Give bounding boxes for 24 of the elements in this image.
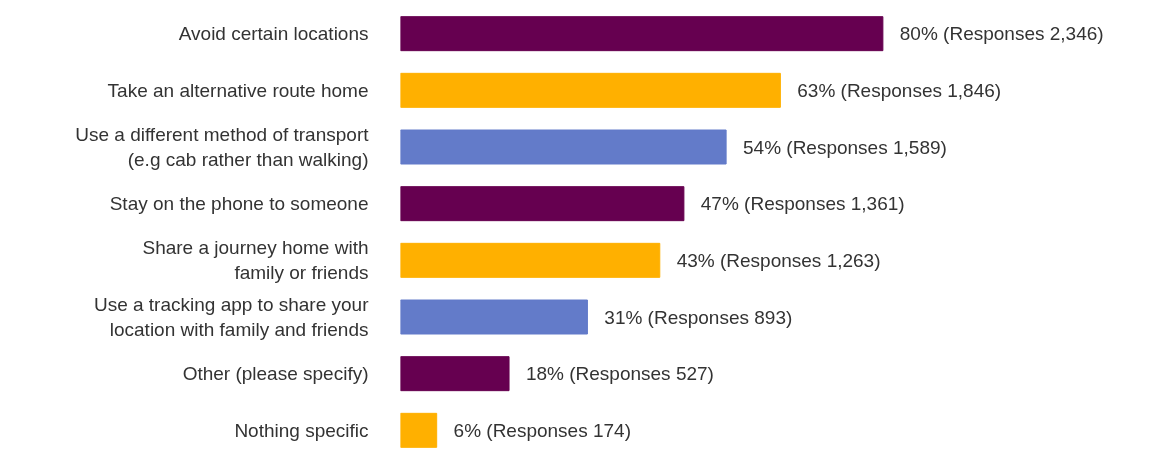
- y-tick-label: Nothing specific: [234, 419, 369, 441]
- y-tick-label: Stay on the phone to someone: [109, 193, 369, 215]
- bar: [400, 16, 884, 52]
- y-tick-label: Share a journey home with family or friends: [142, 237, 369, 284]
- bar: [400, 72, 781, 108]
- data-label: 18% (Responses 527): [525, 363, 714, 385]
- data-label: 63% (Responses 1,846): [797, 79, 1002, 101]
- bar: [400, 186, 685, 222]
- bar: [400, 242, 661, 278]
- data-label: 54% (Responses 1,589): [743, 136, 947, 158]
- y-tick-label: Use a tracking app to share your location with family and friends: [93, 293, 370, 341]
- data-label: 6% (Responses 174): [453, 419, 631, 441]
- y-tick-label: Other (please specify): [182, 363, 369, 385]
- bar: [400, 129, 727, 165]
- y-tick-label: Avoid certain locations: [178, 23, 369, 45]
- y-tick-label: Use a different method of transport (e.g cab rather than walking): [75, 123, 370, 171]
- bar: [400, 356, 510, 392]
- data-label: 80% (Responses 2,346): [899, 23, 1104, 45]
- y-tick-label: Take an alternative route home: [107, 79, 369, 101]
- data-label: 47% (Responses 1,361): [700, 193, 905, 215]
- data-label: 31% (Responses 893): [604, 306, 793, 328]
- bar: [400, 412, 438, 448]
- data-label: 43% (Responses 1,263): [676, 249, 881, 271]
- bar: [400, 299, 588, 335]
